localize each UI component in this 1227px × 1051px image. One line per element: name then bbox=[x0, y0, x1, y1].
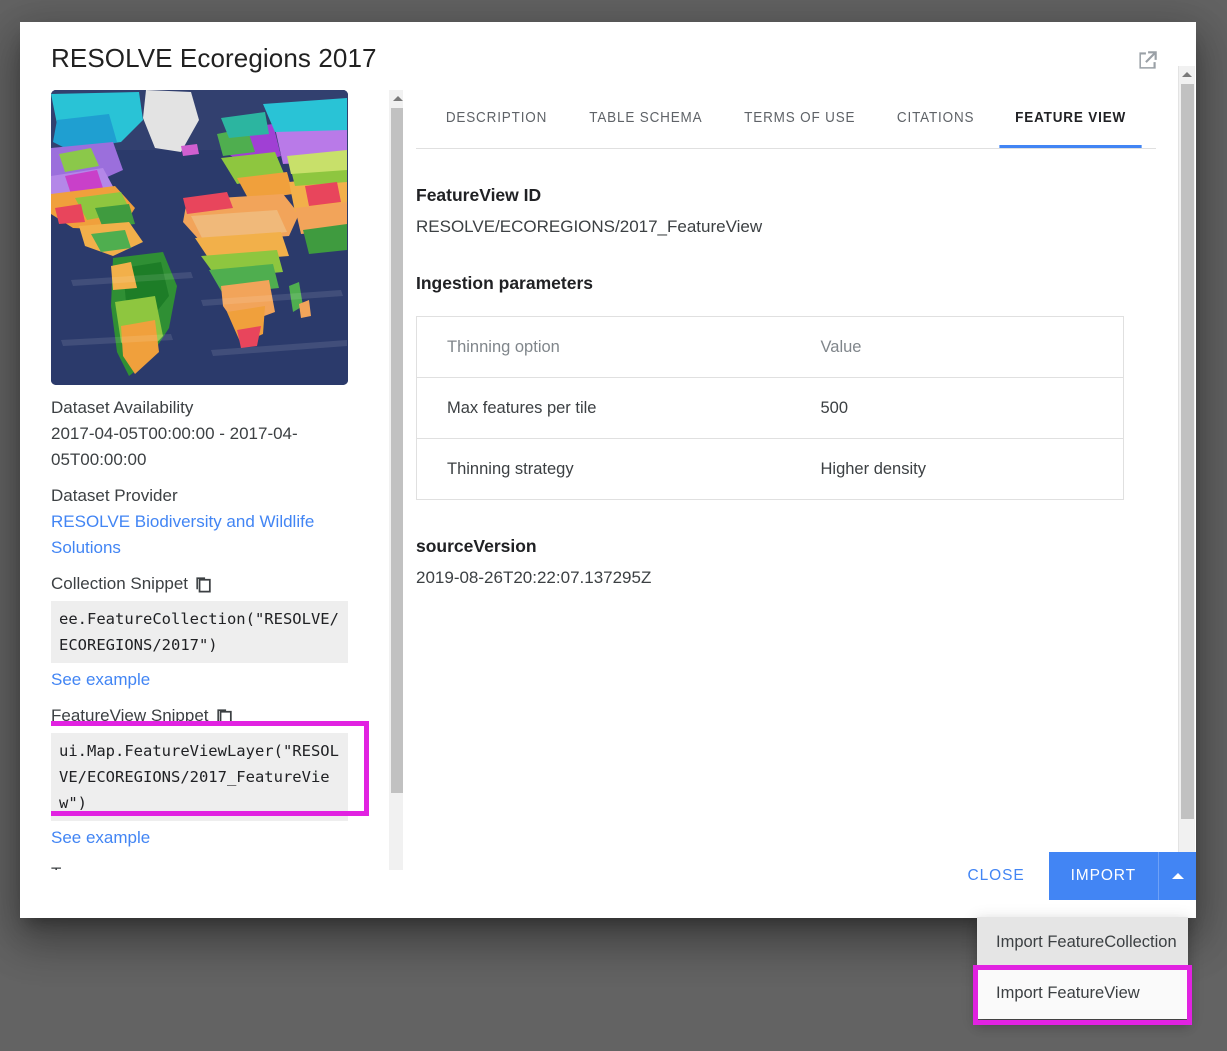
featureview-snippet-label: FeatureView Snippet bbox=[51, 706, 209, 725]
cell-option: Max features per tile bbox=[416, 377, 791, 439]
dataset-thumbnail bbox=[51, 90, 348, 385]
copy-icon[interactable] bbox=[194, 575, 213, 594]
import-split-button: IMPORT bbox=[1048, 852, 1196, 900]
table-header-row: Thinning option Value bbox=[416, 316, 1124, 378]
collection-see-example-link[interactable]: See example bbox=[51, 670, 151, 689]
featureview-see-example-link[interactable]: See example bbox=[51, 828, 151, 847]
tab-bar: DESCRIPTION TABLE SCHEMA TERMS OF USE CI… bbox=[416, 90, 1156, 149]
dataset-sidebar: Dataset Availability 2017-04-05T00:00:00… bbox=[51, 90, 403, 870]
scroll-up-arrow-icon[interactable] bbox=[1179, 66, 1195, 83]
ingestion-parameters-label: Ingestion parameters bbox=[416, 273, 593, 293]
caret-up-icon bbox=[1171, 873, 1184, 879]
collection-snippet-label: Collection Snippet bbox=[51, 574, 189, 593]
open-in-new-icon[interactable] bbox=[1134, 48, 1160, 74]
featureview-snippet-header: FeatureView Snippet bbox=[51, 703, 369, 729]
tab-table-schema[interactable]: TABLE SCHEMA bbox=[588, 110, 703, 126]
dataset-provider-link[interactable]: RESOLVE Biodiversity and Wildlife Soluti… bbox=[51, 512, 315, 557]
dataset-main-content: DESCRIPTION TABLE SCHEMA TERMS OF USE CI… bbox=[416, 90, 1156, 870]
cell-option: Thinning strategy bbox=[447, 459, 574, 478]
cell-value: 500 bbox=[790, 377, 1124, 439]
collection-snippet-code[interactable]: ee.FeatureCollection("RESOLVE/ECOREGIONS… bbox=[51, 601, 348, 663]
dialog-scrollbar[interactable] bbox=[1178, 66, 1195, 884]
copy-icon[interactable] bbox=[215, 707, 234, 726]
tab-terms-of-use[interactable]: TERMS OF USE bbox=[744, 110, 856, 126]
cell-value: Higher density bbox=[820, 459, 926, 478]
dataset-detail-dialog: RESOLVE Ecoregions 2017 bbox=[20, 22, 1196, 918]
scroll-up-arrow-icon[interactable] bbox=[389, 90, 403, 107]
table-row: Max features per tile 500 bbox=[416, 377, 1124, 439]
menu-item-import-featurecollection[interactable]: Import FeatureCollection bbox=[977, 917, 1188, 968]
dataset-provider-label: Dataset Provider bbox=[51, 486, 178, 505]
column-header-value: Value bbox=[790, 316, 1124, 378]
sidebar-scrollbar[interactable] bbox=[389, 90, 403, 870]
source-version-value: 2019-08-26T20:22:07.137295Z bbox=[416, 568, 652, 587]
tab-feature-view[interactable]: FEATURE VIEW bbox=[999, 90, 1143, 148]
sidebar-scrollbar-thumb[interactable] bbox=[391, 108, 403, 793]
import-button[interactable]: IMPORT bbox=[1048, 852, 1158, 900]
featureview-id-value: RESOLVE/ECOREGIONS/2017_FeatureView bbox=[416, 217, 763, 236]
tab-citations[interactable]: CITATIONS bbox=[896, 110, 975, 126]
close-button[interactable]: CLOSE bbox=[952, 857, 1041, 895]
dataset-availability-value: 2017-04-05T00:00:00 - 2017-04-05T00:00:0… bbox=[51, 424, 298, 469]
table-row: Thinning strategy Higher density bbox=[417, 439, 1124, 500]
column-header-thinning-option: Thinning option bbox=[416, 316, 791, 378]
import-dropdown-toggle[interactable] bbox=[1158, 852, 1196, 900]
source-version-label: sourceVersion bbox=[416, 536, 537, 556]
ingestion-parameters-table: Thinning option Value Max features per t… bbox=[416, 316, 1124, 500]
import-dropdown-menu: Import FeatureCollection Import FeatureV… bbox=[977, 917, 1188, 1019]
featureview-id-label: FeatureView ID bbox=[416, 185, 542, 205]
collection-snippet-header: Collection Snippet bbox=[51, 571, 369, 597]
page-title: RESOLVE Ecoregions 2017 bbox=[51, 43, 377, 73]
tags-label: Tags bbox=[51, 861, 369, 870]
featureview-snippet-code[interactable]: ui.Map.FeatureViewLayer("RESOLVE/ECOREGI… bbox=[51, 733, 348, 821]
tab-description[interactable]: DESCRIPTION bbox=[445, 110, 547, 126]
dialog-actions: CLOSE IMPORT bbox=[952, 834, 1196, 918]
dialog-scrollbar-thumb[interactable] bbox=[1181, 84, 1194, 819]
menu-item-import-featureview[interactable]: Import FeatureView bbox=[977, 968, 1188, 1019]
dataset-availability-label: Dataset Availability bbox=[51, 398, 194, 417]
